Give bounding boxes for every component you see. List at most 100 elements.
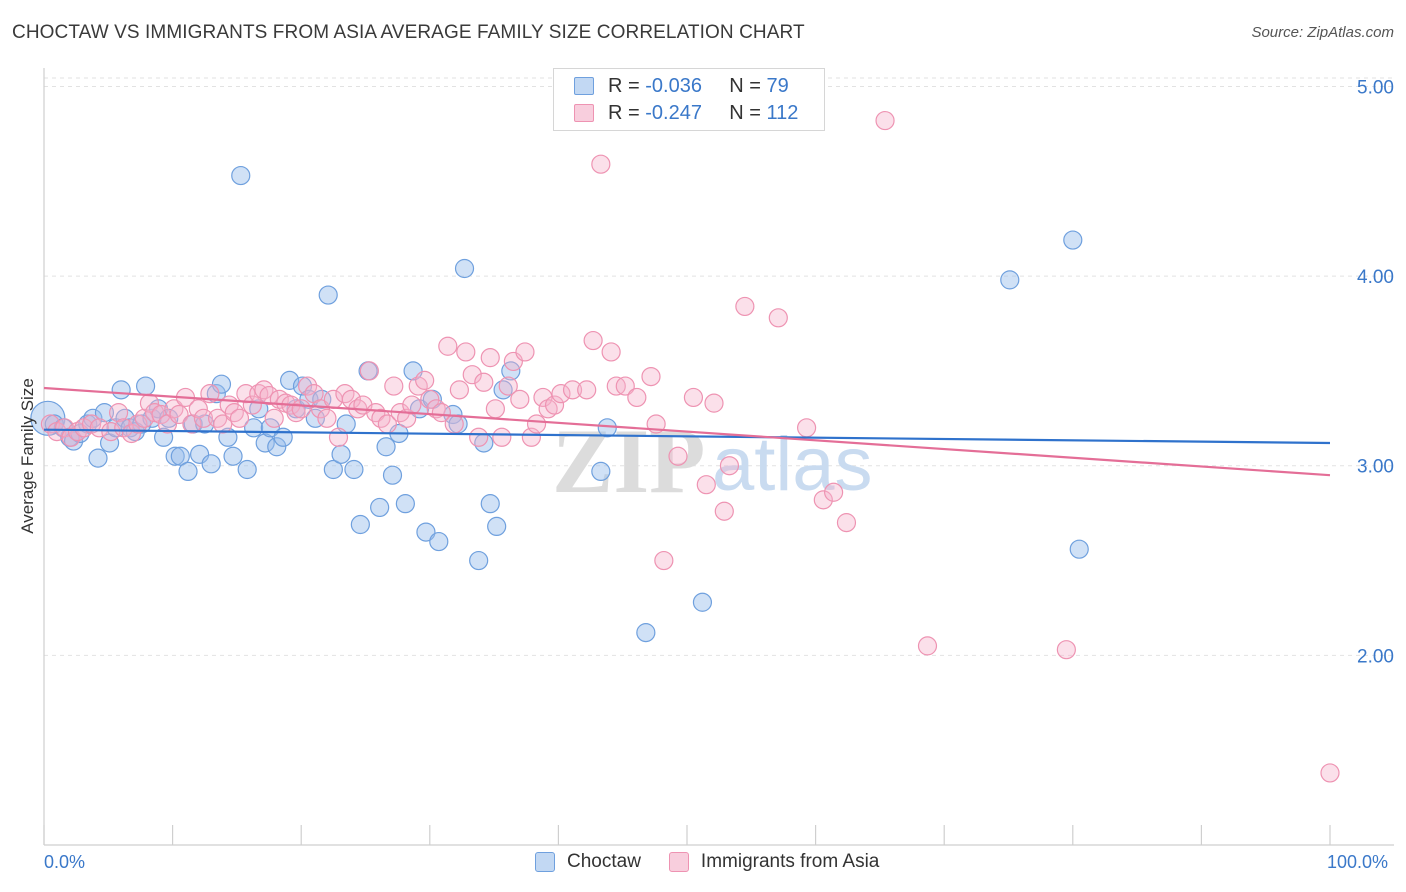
asia-point	[438, 336, 458, 356]
asia-point	[813, 490, 833, 510]
stats-legend: R = -0.036 N = 79 R = -0.247 N = 112	[553, 68, 825, 131]
x-tick-label-min: 0.0%	[44, 852, 86, 872]
asia-point	[402, 395, 422, 415]
asia-point	[836, 513, 857, 533]
asia-point	[431, 403, 451, 423]
choctaw-point	[493, 380, 513, 400]
choctaw-point	[469, 550, 489, 571]
legend-row-choctaw: R = -0.036 N = 79	[574, 74, 789, 98]
choctaw-point	[170, 446, 190, 466]
asia-point	[474, 372, 494, 392]
choctaw-point	[318, 285, 338, 305]
asia-point	[456, 342, 476, 362]
asia-point	[229, 408, 250, 428]
asia-point	[291, 399, 311, 419]
legend-r-value-asia: -0.247	[645, 101, 702, 124]
asia-point	[591, 154, 611, 174]
series-label-asia: Immigrants from Asia	[700, 851, 880, 872]
asia-point	[328, 427, 349, 447]
asia-point	[121, 423, 142, 444]
asia-point	[286, 403, 306, 423]
asia-point	[485, 399, 505, 419]
asia-point	[193, 408, 214, 428]
series-swatch-choctaw	[535, 852, 555, 872]
y-axis-title: Average Family Size	[18, 378, 37, 534]
asia-point	[917, 636, 938, 656]
asia-point	[40, 414, 61, 434]
asia-point	[462, 365, 482, 385]
legend-n-label: N =	[729, 101, 761, 124]
asia-point	[298, 376, 318, 396]
asia-point	[562, 380, 583, 400]
choctaw-point	[370, 497, 390, 518]
asia-point	[188, 399, 208, 419]
choctaw-point	[480, 494, 500, 514]
asia-point	[492, 427, 512, 447]
asia-point	[615, 376, 635, 396]
series-swatch-asia	[668, 852, 689, 872]
choctaw-point	[350, 514, 370, 535]
choctaw-point	[178, 461, 198, 482]
asia-point	[169, 404, 189, 425]
chart-title: CHOCTAW VS IMMIGRANTS FROM ASIA AVERAGE …	[12, 22, 805, 43]
y-tick-label: 2.00	[1357, 646, 1394, 667]
asia-point	[526, 414, 547, 434]
asia-point	[654, 550, 674, 571]
asia-point	[310, 399, 331, 419]
asia-point	[498, 376, 518, 396]
y-tick-labels: 2.00 3.00 4.00 5.00	[1357, 77, 1394, 667]
choctaw-point	[231, 165, 251, 186]
trendline-asia	[43, 386, 1331, 477]
asia-point	[719, 456, 740, 476]
choctaw-point	[331, 444, 351, 464]
asia-point	[510, 389, 530, 409]
legend-r-label: R =	[608, 74, 640, 97]
legend-n-value-asia: 112	[766, 101, 799, 124]
asia-point	[101, 421, 121, 442]
legend-swatch-asia	[574, 104, 594, 122]
choctaw-point	[94, 403, 115, 423]
choctaw-point	[88, 448, 108, 468]
choctaw-point	[273, 427, 293, 447]
choctaw-point	[591, 461, 611, 482]
asia-point	[108, 403, 129, 423]
choctaw-point	[344, 459, 364, 480]
choctaw-point	[487, 516, 507, 537]
choctaw-point	[597, 418, 617, 438]
asia-point	[714, 501, 734, 521]
asia-point	[601, 342, 621, 362]
asia-point	[444, 414, 464, 434]
asia-point	[583, 330, 603, 351]
asia-point	[735, 296, 755, 317]
gridlines	[44, 77, 1394, 656]
asia-point	[264, 408, 284, 428]
asia-point	[627, 387, 647, 408]
asia-point	[668, 446, 688, 466]
asia-point	[796, 418, 817, 438]
choctaw-point	[201, 454, 221, 474]
asia-point	[768, 308, 788, 328]
asia-point	[1320, 763, 1340, 783]
asia-point	[469, 427, 489, 447]
asia-point	[89, 418, 109, 438]
asia-point	[696, 475, 716, 495]
choctaw-point	[1000, 270, 1020, 290]
asia-point	[242, 395, 262, 415]
y-tick-label: 5.00	[1357, 77, 1394, 98]
choctaw-point	[1069, 539, 1089, 559]
asia-point	[415, 370, 435, 390]
asia-point	[384, 376, 404, 396]
choctaw-point	[206, 384, 226, 404]
series-legend-asia: Immigrants from Asia	[668, 851, 880, 873]
asia-point	[359, 361, 379, 381]
asia-point	[480, 348, 500, 368]
asia-point	[317, 408, 337, 428]
legend-swatch-choctaw	[574, 77, 594, 95]
asia-point	[515, 342, 535, 362]
series-label-choctaw: Choctaw	[567, 851, 641, 872]
asia-point	[254, 380, 274, 400]
asia-point	[366, 403, 386, 423]
axes	[43, 68, 1394, 846]
legend-row-asia: R = -0.247 N = 112	[574, 101, 798, 125]
